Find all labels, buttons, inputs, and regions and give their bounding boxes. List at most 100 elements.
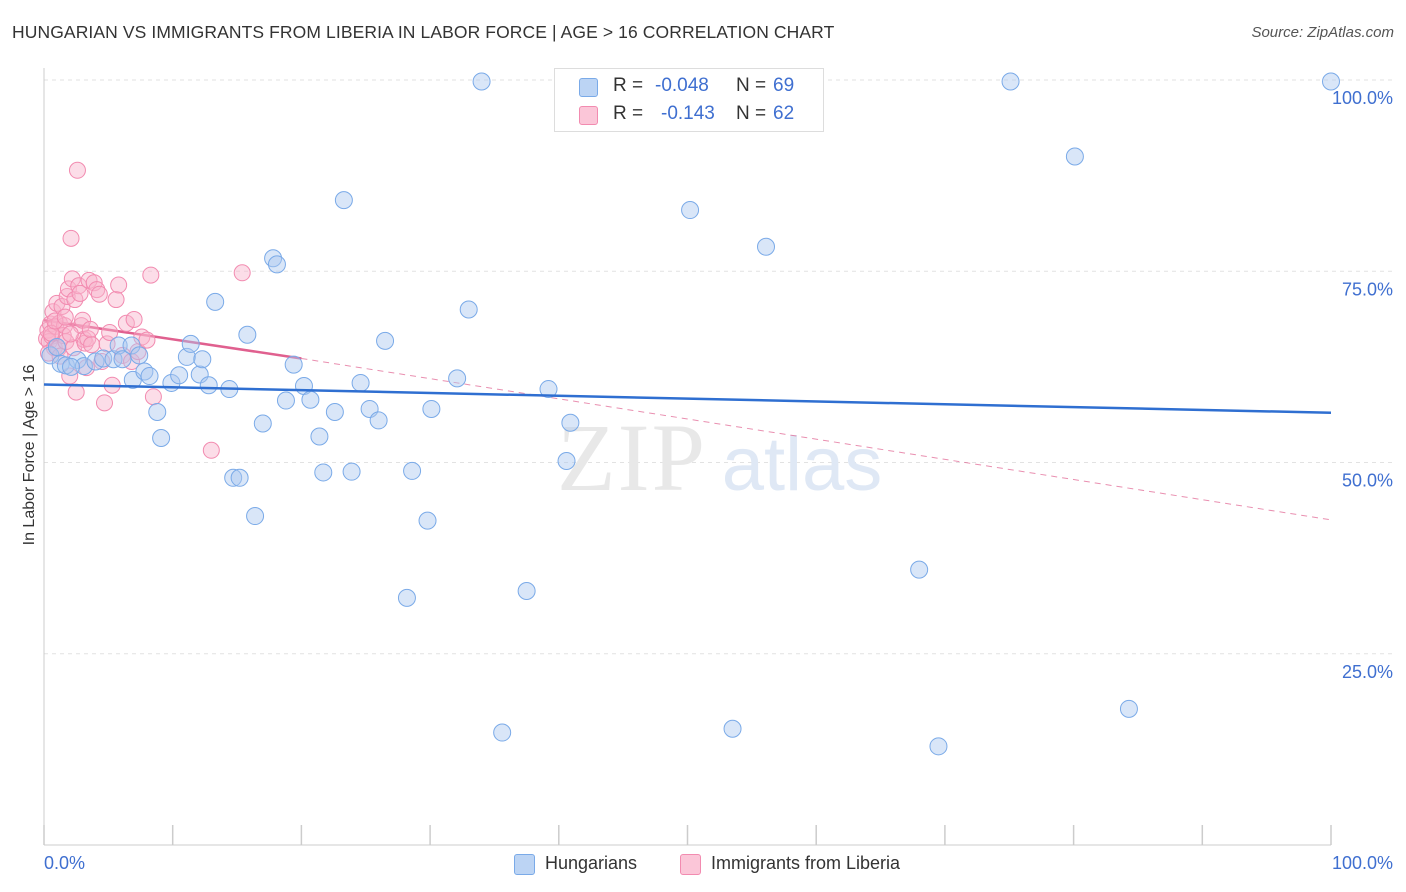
point-hungarians <box>493 723 512 742</box>
legend-n-value-liberia: 62 <box>773 103 795 124</box>
trend-lines-hungarians <box>43 383 1332 415</box>
tick-labels: 100.0% 75.0% 50.0% 25.0% 0.0% 100.0% <box>44 88 1393 873</box>
point-hungarians <box>723 719 742 738</box>
point-hungarians <box>284 355 303 374</box>
point-liberia <box>202 441 220 459</box>
point-liberia <box>144 388 162 406</box>
point-hungarians <box>1322 72 1340 91</box>
point-liberia <box>107 291 125 309</box>
point-liberia <box>142 266 160 284</box>
point-hungarians <box>342 462 361 481</box>
point-hungarians <box>517 582 536 601</box>
point-hungarians <box>109 336 128 355</box>
point-hungarians <box>539 380 558 399</box>
point-hungarians <box>276 391 295 410</box>
point-hungarians <box>1119 699 1138 718</box>
point-hungarians <box>253 414 272 433</box>
point-hungarians <box>104 350 123 369</box>
point-hungarians <box>199 376 218 395</box>
point-liberia <box>46 312 64 330</box>
y-axis-label: In Labor Force | Age > 16 <box>21 364 38 546</box>
y-tick-label: 75.0% <box>1342 279 1393 299</box>
y-tick-label: 25.0% <box>1342 662 1393 682</box>
point-hungarians <box>170 366 189 385</box>
point-liberia <box>125 310 143 328</box>
point-hungarians <box>230 468 249 487</box>
point-hungarians <box>369 411 388 430</box>
legend-swatch-liberia <box>579 106 598 125</box>
watermark-atlas: atlas <box>722 422 883 507</box>
point-hungarians <box>310 427 329 446</box>
point-hungarians <box>94 349 113 368</box>
point-liberia <box>117 314 135 332</box>
point-hungarians <box>334 191 353 210</box>
point-hungarians <box>351 373 370 392</box>
legend-r-label: R = <box>613 103 644 124</box>
point-hungarians <box>397 588 416 607</box>
legend-r-label: R = <box>613 75 644 96</box>
points-liberia <box>38 161 251 459</box>
chart-title: HUNGARIAN VS IMMIGRANTS FROM LIBERIA IN … <box>12 22 835 42</box>
axes <box>43 68 1332 846</box>
point-hungarians <box>246 507 265 526</box>
x-tick-label-left: 0.0% <box>44 853 85 873</box>
legend-r-value-hungarians: -0.048 <box>655 75 709 96</box>
legend-n-label: N = <box>736 75 767 96</box>
point-hungarians <box>148 403 167 422</box>
point-liberia <box>138 331 156 349</box>
point-hungarians <box>757 237 776 256</box>
point-hungarians <box>140 367 159 386</box>
legend-n-label: N = <box>736 103 767 124</box>
point-liberia <box>61 325 79 343</box>
y-tick-label: 100.0% <box>1332 88 1393 108</box>
source-label: Source: ZipAtlas.com <box>1251 24 1394 41</box>
point-hungarians <box>403 461 422 480</box>
point-hungarians <box>301 390 320 409</box>
point-hungarians <box>422 399 441 418</box>
point-hungarians <box>193 350 212 369</box>
point-hungarians <box>74 357 93 376</box>
point-liberia <box>110 276 128 294</box>
point-liberia <box>68 161 86 179</box>
point-hungarians <box>376 331 395 350</box>
point-hungarians <box>152 429 171 448</box>
watermark-zip: ZIP <box>557 404 707 511</box>
point-liberia <box>48 294 66 312</box>
trend-line-liberia-extension <box>301 357 1332 521</box>
point-liberia <box>233 264 251 282</box>
point-hungarians <box>113 350 132 369</box>
point-hungarians <box>459 300 478 319</box>
point-liberia <box>81 320 99 338</box>
bottom-legend-label-liberia: Immigrants from Liberia <box>711 853 901 873</box>
point-hungarians <box>267 255 286 274</box>
point-liberia <box>101 323 119 341</box>
point-hungarians <box>448 369 467 388</box>
legend-n-value-hungarians: 69 <box>773 75 795 96</box>
point-hungarians <box>206 292 225 311</box>
point-hungarians <box>122 336 141 355</box>
correlation-legend: R = -0.048 N = 69 R = -0.143 N = 62 <box>554 68 824 132</box>
grid-lines <box>44 79 1393 655</box>
point-liberia <box>95 394 113 412</box>
points-hungarians <box>41 72 1340 756</box>
point-hungarians <box>62 357 81 376</box>
point-liberia <box>83 336 101 354</box>
point-liberia <box>71 284 89 302</box>
point-hungarians <box>681 201 700 220</box>
bottom-legend-swatch-hungarians <box>514 854 535 875</box>
point-hungarians <box>561 413 580 432</box>
point-liberia <box>90 285 108 303</box>
point-hungarians <box>130 346 149 365</box>
y-tick-label: 50.0% <box>1342 471 1393 491</box>
point-hungarians <box>418 511 437 530</box>
legend-r-value-liberia: -0.143 <box>661 103 715 124</box>
point-hungarians <box>1001 72 1020 91</box>
bottom-legend-label-hungarians: Hungarians <box>545 853 638 873</box>
point-hungarians <box>1065 147 1084 166</box>
point-hungarians <box>325 403 344 422</box>
x-tick-label-right: 100.0% <box>1332 853 1393 873</box>
trend-line-hungarians <box>43 383 1332 415</box>
point-liberia <box>63 270 81 288</box>
point-hungarians <box>238 325 257 344</box>
